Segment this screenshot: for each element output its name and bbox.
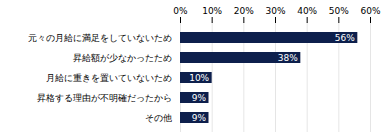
svg-text:56%: 56%: [335, 33, 355, 43]
svg-text:10%: 10%: [189, 73, 209, 83]
svg-text:元々の月給に満足をしていないため: 元々の月給に満足をしていないため: [28, 33, 172, 43]
svg-text:40%: 40%: [297, 6, 317, 16]
svg-text:30%: 30%: [265, 6, 285, 16]
svg-text:10%: 10%: [202, 6, 222, 16]
svg-text:20%: 20%: [234, 6, 254, 16]
svg-text:50%: 50%: [329, 6, 349, 16]
svg-text:昇格する理由が不明確だったから: 昇格する理由が不明確だったから: [37, 93, 172, 103]
svg-text:60%: 60%: [360, 6, 380, 16]
svg-text:0%: 0%: [173, 6, 188, 16]
svg-text:9%: 9%: [192, 113, 207, 123]
svg-text:月給に重きを置いていないため: 月給に重きを置いていないため: [46, 73, 172, 83]
svg-text:その他: その他: [145, 113, 172, 123]
svg-text:38%: 38%: [278, 53, 298, 63]
svg-text:昇給額が少なかったため: 昇給額が少なかったため: [73, 53, 172, 63]
svg-text:9%: 9%: [192, 93, 207, 103]
